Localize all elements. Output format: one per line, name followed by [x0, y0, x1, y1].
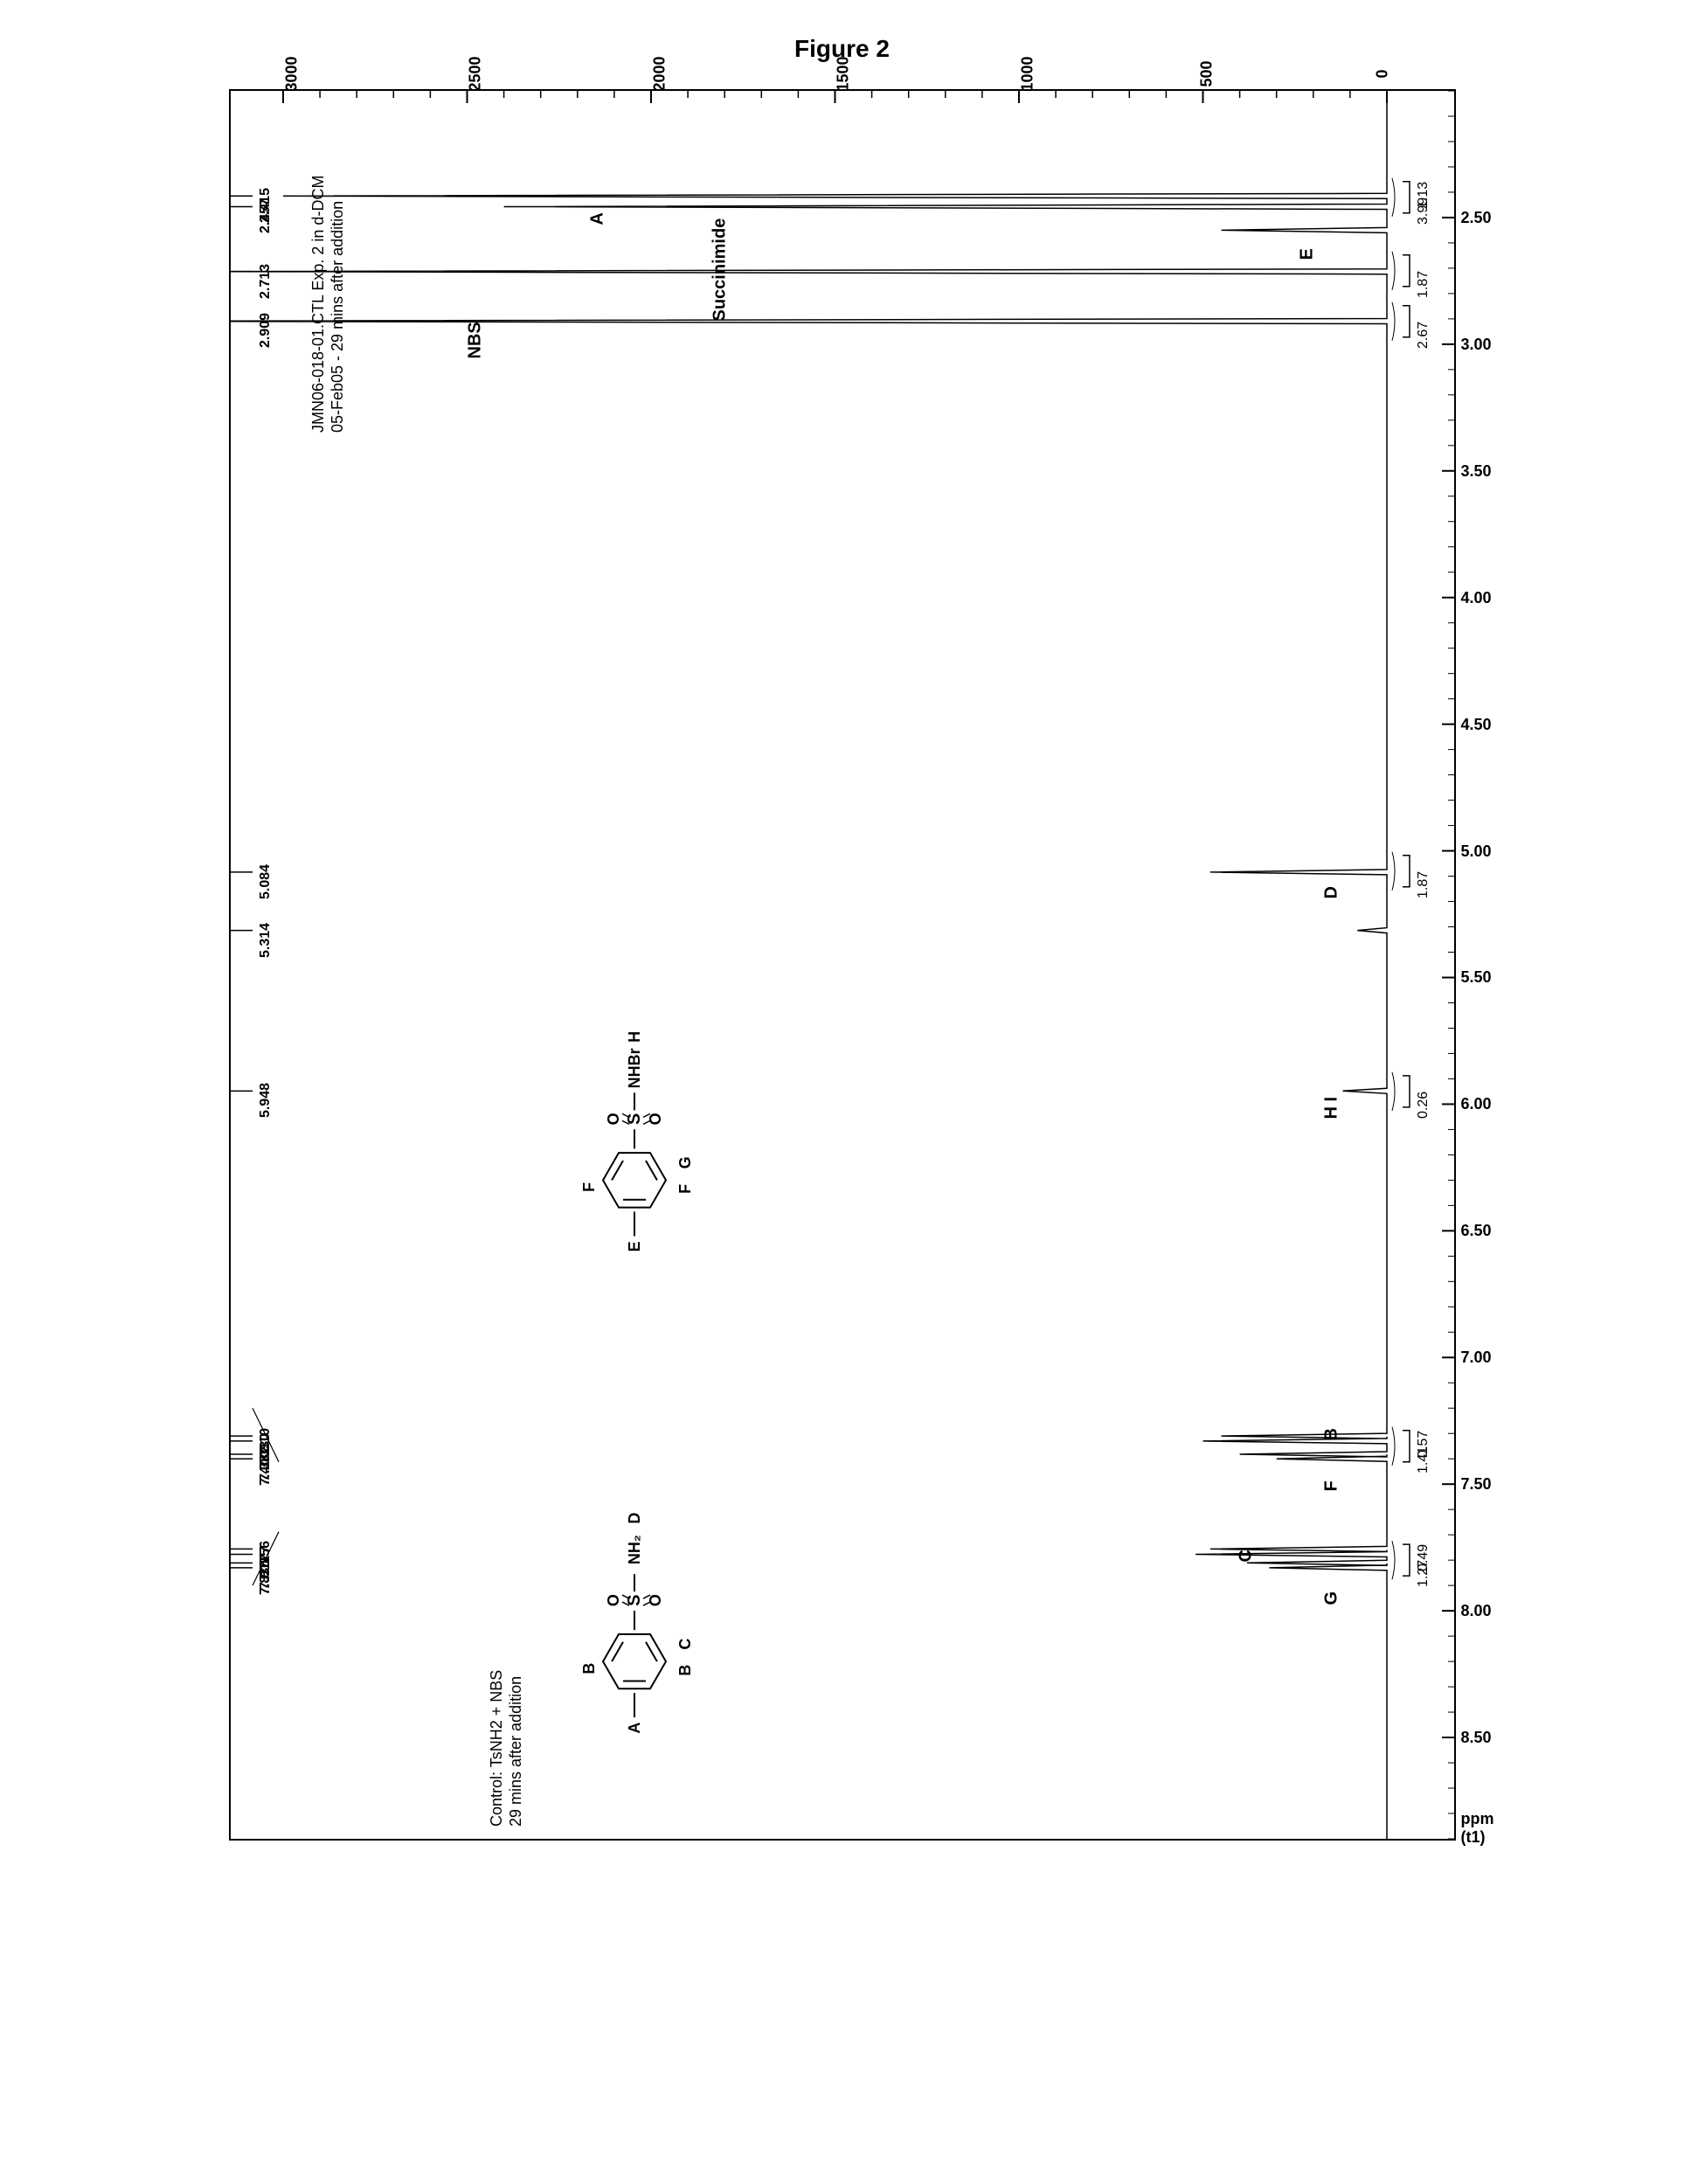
control-line1: Control: TsNH2 + NBS — [488, 1669, 506, 1826]
ppm-tick-label: 4.50 — [1461, 716, 1492, 734]
control-line2: 29 mins after addition — [507, 1675, 525, 1826]
svg-text:NHBr: NHBr — [626, 1048, 643, 1088]
svg-text:G: G — [676, 1156, 694, 1168]
intensity-tick-label: 500 — [1198, 60, 1216, 87]
intensity-tick-label: 1500 — [835, 56, 853, 91]
integral-value: 1.87 — [1416, 271, 1431, 298]
ppm-tick-label: 2.50 — [1461, 209, 1492, 227]
ppm-tick-label: 8.00 — [1461, 1602, 1492, 1620]
integral-value: 0.57 — [1416, 1431, 1431, 1458]
svg-text:B: B — [580, 1663, 598, 1674]
intensity-tick-label: 2000 — [650, 56, 669, 91]
peak-annotation-D: D — [1321, 886, 1341, 898]
ppm-tick-label: 5.00 — [1461, 842, 1492, 861]
intensity-tick-label: 3000 — [282, 56, 301, 91]
svg-text:H: H — [626, 1031, 643, 1043]
svg-text:O: O — [605, 1594, 622, 1606]
peak-annotation-F: F — [1321, 1480, 1341, 1491]
ppm-tick-label: 8.50 — [1461, 1729, 1492, 1747]
svg-text:B: B — [676, 1665, 694, 1676]
peak-annotation-NBS: NBS — [465, 322, 485, 359]
intensity-tick-label: 1000 — [1018, 56, 1036, 91]
svg-text:C: C — [676, 1639, 694, 1650]
integral-value: 0.26 — [1416, 1092, 1431, 1119]
svg-text:NH₂: NH₂ — [626, 1535, 643, 1564]
ppm-tick-label: 6.00 — [1461, 1095, 1492, 1113]
intensity-tick-label: 0 — [1373, 69, 1391, 78]
peak-annotation-A: A — [587, 212, 607, 225]
peak-shift-label: 5.314 — [258, 923, 274, 958]
peak-shift-label: 2.909 — [258, 313, 274, 348]
peak-shift-label: 7.830 — [258, 1560, 274, 1595]
svg-text:F: F — [580, 1182, 598, 1192]
svg-text:A: A — [626, 1723, 643, 1734]
ppm-tick-label: 3.50 — [1461, 462, 1492, 481]
peak-shift-label: 2.713 — [258, 264, 274, 299]
ppm-tick-label: 7.50 — [1461, 1475, 1492, 1494]
peak-shift-label: 7.400 — [258, 1451, 274, 1486]
nmr-spectrum-chart: SOONH₂ABBCDSOONHBrEFFGH 0500100015002000… — [229, 89, 1456, 1841]
ppm-tick-label: 5.50 — [1461, 968, 1492, 987]
spectrum-svg: SOONH₂ABBCDSOONHBrEFFGH — [231, 91, 1454, 1839]
experiment-header-line1: JMN06-018-01.CTL Exp. 2 in d-DCM — [309, 176, 328, 433]
svg-text:O: O — [605, 1113, 622, 1125]
ppm-tick-label: 7.00 — [1461, 1349, 1492, 1367]
peak-annotation-Succinimide: Succinimide — [710, 218, 730, 322]
peak-shift-label: 5.084 — [258, 864, 274, 899]
integral-value: 1.13 — [1416, 182, 1431, 209]
svg-text:D: D — [626, 1513, 643, 1524]
svg-text:F: F — [676, 1184, 694, 1194]
ppm-axis-label: ppm (t1) — [1461, 1810, 1494, 1847]
integral-value: 0.49 — [1416, 1544, 1431, 1571]
peak-annotation-B: B — [1321, 1428, 1341, 1440]
svg-text:E: E — [626, 1241, 643, 1251]
ppm-tick-label: 4.00 — [1461, 589, 1492, 607]
peak-annotation-C: C — [1236, 1550, 1256, 1562]
ppm-tick-label: 6.50 — [1461, 1222, 1492, 1240]
integral-value: 1.87 — [1416, 871, 1431, 898]
peak-shift-label: 5.948 — [258, 1083, 274, 1118]
experiment-header-line2: 05-Feb05 - 29 mins after addition — [329, 201, 347, 433]
peak-annotation-E: E — [1297, 248, 1317, 260]
ppm-tick-label: 3.00 — [1461, 336, 1492, 354]
intensity-tick-label: 2500 — [467, 56, 485, 91]
peak-shift-label: 2.457 — [258, 198, 274, 233]
integral-value: 2.67 — [1416, 322, 1431, 349]
peak-annotation-G: G — [1321, 1591, 1341, 1605]
peak-annotation-HI: H I — [1321, 1097, 1341, 1120]
